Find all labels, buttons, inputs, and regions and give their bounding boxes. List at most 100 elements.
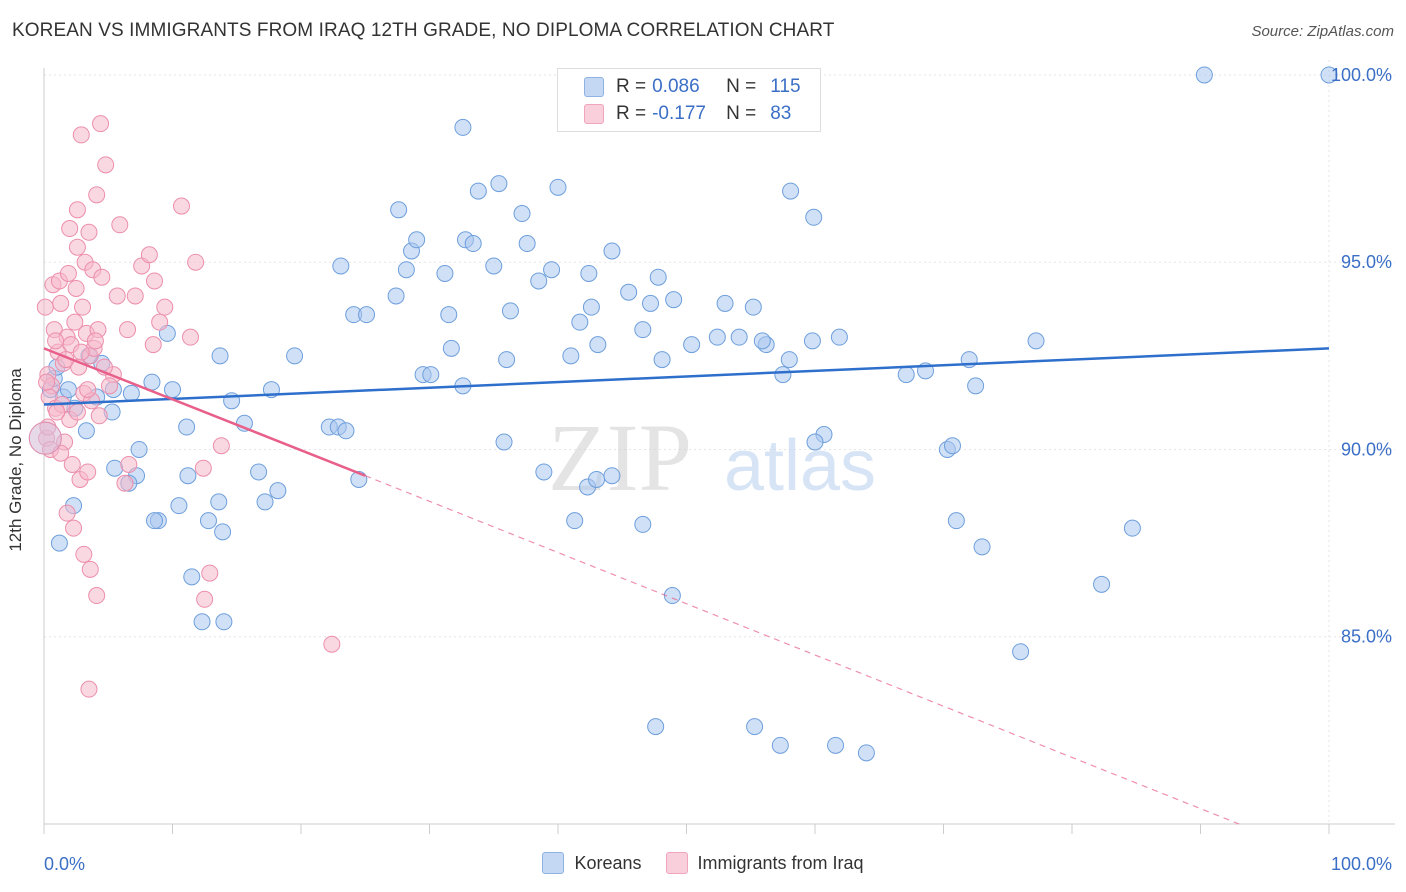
- iraq-point: [212, 437, 230, 455]
- r-value: -0.177: [652, 103, 706, 124]
- iraq-legend-label: Immigrants from Iraq: [697, 852, 864, 873]
- korean-point: [106, 459, 124, 477]
- iraq-point: [156, 298, 174, 316]
- korean-point: [603, 467, 621, 485]
- korean-point: [1012, 643, 1030, 661]
- r-value: 0.086: [652, 76, 700, 97]
- korean-point: [122, 384, 140, 402]
- korean-point: [683, 336, 701, 354]
- iraq-point: [36, 298, 54, 316]
- korean-point: [397, 261, 415, 279]
- korean-point: [582, 298, 600, 316]
- korean-point: [653, 351, 671, 369]
- korean-point: [442, 339, 460, 357]
- iraq-point: [88, 186, 106, 204]
- iraq-point: [116, 474, 134, 492]
- korean-point: [50, 534, 68, 552]
- korean-point: [571, 313, 589, 331]
- korean-point: [634, 515, 652, 533]
- korean-point: [780, 351, 798, 369]
- x-tick-label: 0.0%: [44, 854, 85, 874]
- korean-point: [603, 242, 621, 260]
- korean-point: [716, 294, 734, 312]
- korean-point: [897, 366, 915, 384]
- korean-point: [620, 283, 638, 301]
- korean-point: [490, 175, 508, 193]
- korean-point: [589, 336, 607, 354]
- korean-point: [256, 493, 274, 511]
- iraq-point: [88, 587, 106, 605]
- koreans-legend-label: Koreans: [574, 852, 642, 873]
- iraq-point: [81, 560, 99, 578]
- data-points: [28, 66, 1338, 762]
- korean-point: [170, 497, 188, 515]
- korean-point: [130, 440, 148, 458]
- y-tick-label: 95.0%: [1341, 252, 1392, 272]
- iraq-point: [68, 201, 86, 219]
- korean-point: [179, 467, 197, 485]
- iraq-point: [86, 332, 104, 350]
- watermark-zip: ZIP: [548, 404, 692, 511]
- iraq-point: [90, 407, 108, 425]
- korean-point: [857, 744, 875, 762]
- korean-point: [580, 264, 598, 282]
- y-tick-label: 85.0%: [1341, 627, 1392, 647]
- korean-point: [543, 261, 561, 279]
- iraq-point: [65, 519, 83, 537]
- korean-point: [746, 718, 764, 736]
- iraq-point: [52, 294, 70, 312]
- korean-point: [77, 422, 95, 440]
- iraq-point: [48, 403, 66, 421]
- korean-point: [806, 433, 824, 451]
- koreans-legend-swatch: [542, 852, 565, 874]
- korean-point: [387, 287, 405, 305]
- iraq-point: [79, 463, 97, 481]
- iraq-point: [61, 220, 79, 238]
- koreans-swatch: [584, 77, 604, 97]
- korean-point: [436, 264, 454, 282]
- iraq-point: [120, 455, 138, 473]
- iraq-point: [66, 313, 84, 331]
- iraq-point: [108, 287, 126, 305]
- korean-point: [390, 201, 408, 219]
- iraq-point: [101, 377, 119, 395]
- y-tick-label: 90.0%: [1341, 439, 1392, 459]
- korean-point: [332, 257, 350, 275]
- korean-point: [199, 512, 217, 530]
- korean-point: [535, 463, 553, 481]
- iraq-point: [194, 459, 212, 477]
- iraq-point: [68, 238, 86, 256]
- korean-point: [495, 433, 513, 451]
- iraq-point: [92, 115, 110, 133]
- n-label: N =: [726, 76, 757, 97]
- n-label: N =: [726, 103, 757, 124]
- iraq-trend-extension: [365, 475, 1240, 825]
- korean-point: [440, 306, 458, 324]
- korean-point: [830, 328, 848, 346]
- iraq-point: [140, 246, 158, 264]
- source-label: Source: ZipAtlas.com: [1251, 23, 1394, 40]
- iraq-point: [80, 680, 98, 698]
- korean-point: [464, 235, 482, 253]
- iraq-point: [323, 635, 341, 653]
- korean-point: [1195, 66, 1213, 84]
- iraq-bubble: [28, 421, 62, 455]
- korean-point: [566, 512, 584, 530]
- grid-lines: [44, 60, 1395, 824]
- iraq-point: [146, 272, 164, 290]
- iraq-point: [68, 403, 86, 421]
- korean-point: [214, 523, 232, 541]
- y-tick-label: 100.0%: [1331, 65, 1392, 85]
- correlation-legend: R = 0.086 N = 115 R = -0.177 N = 83: [557, 68, 821, 132]
- legend-item-koreans[interactable]: Koreans: [542, 852, 642, 874]
- iraq-point: [151, 313, 169, 331]
- korean-point: [562, 347, 580, 365]
- iraq-point: [97, 156, 115, 174]
- iraq-point: [63, 455, 81, 473]
- korean-point: [337, 422, 355, 440]
- legend-item-iraq[interactable]: Immigrants from Iraq: [665, 852, 864, 874]
- korean-point: [803, 332, 821, 350]
- korean-point: [513, 205, 531, 223]
- korean-point: [647, 718, 665, 736]
- korean-point: [178, 418, 196, 436]
